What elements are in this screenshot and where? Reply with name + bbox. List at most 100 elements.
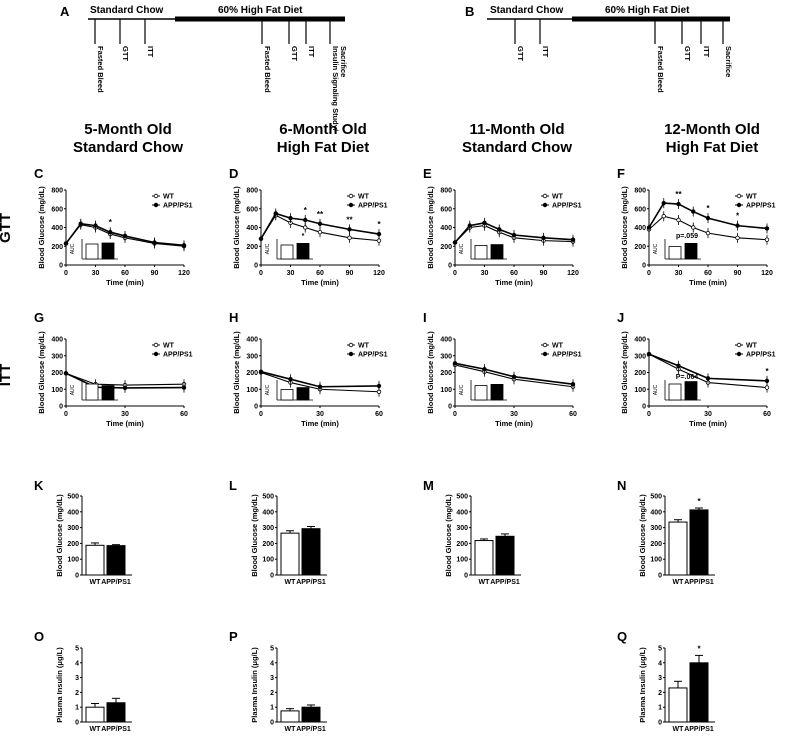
y-axis-label: Blood Glucose (mg/dL)	[620, 186, 629, 269]
y-tick-label: 300	[440, 353, 452, 360]
y-tick-label: 200	[634, 244, 646, 251]
timeline-event-label: ITT	[307, 46, 316, 58]
inset-bar-wt	[668, 383, 682, 401]
x-tick-label: 0	[647, 411, 651, 418]
panel-h: H 0 100 200 300 400 0 30 60 Time (min) Blood Gluco…	[229, 310, 388, 428]
x-axis-label: Time (min)	[495, 419, 533, 428]
row-label-gtt: GTT	[0, 213, 14, 243]
category-label: APP/PS1	[684, 726, 714, 733]
inset-y-label: AUC	[459, 384, 465, 395]
panel-c: C 0 200 400 600 800 0 30 60 90 120 Time (min) Blood …	[34, 166, 193, 287]
y-tick-label: 0	[642, 404, 646, 411]
y-tick-label: 0	[59, 263, 63, 270]
y-tick-label: 0	[448, 263, 452, 270]
data-point	[93, 223, 98, 228]
x-tick-label: 30	[316, 411, 324, 418]
timeline-a-events: Fasted Bleed GTT ITT Fasted Bleed GTT ITT Insu…	[94, 19, 348, 132]
panel-label: M	[423, 478, 434, 493]
column-2-line1: 6-Month Old	[279, 121, 366, 138]
data-point	[764, 226, 770, 231]
y-axis-label: Blood Glucose (mg/dL)	[232, 186, 241, 269]
y-tick-label: 500	[262, 494, 274, 501]
category-label: APP/PS1	[101, 726, 131, 733]
significance-mark: *	[304, 206, 308, 215]
y-tick-label: 200	[440, 244, 452, 251]
legend-marker	[542, 202, 548, 208]
legend-label: APP/PS1	[163, 203, 193, 210]
inset-bar-wt	[474, 385, 488, 401]
y-axis-label: Blood Glucose (mg/dL)	[620, 331, 629, 414]
timeline-event-label: GTT	[516, 46, 525, 61]
y-axis-label: Blood Glucose (mg/dL)	[55, 494, 64, 577]
y-axis-label: Plasma Insulin (μg/L)	[250, 647, 259, 723]
y-tick-label: 0	[464, 573, 468, 580]
legend-marker	[153, 202, 159, 208]
x-tick-label: 90	[346, 270, 354, 277]
inset-bar-app-ps1	[101, 385, 115, 401]
legend-marker	[348, 193, 354, 199]
inset-bar-app-ps1	[490, 383, 504, 401]
inset-bar-wt	[474, 244, 488, 260]
bar-wt	[85, 706, 105, 723]
legend-marker	[736, 202, 742, 208]
y-tick-label: 800	[440, 188, 452, 195]
legend-marker	[348, 351, 354, 357]
y-tick-label: 100	[440, 387, 452, 394]
legend-label: APP/PS1	[746, 352, 776, 359]
y-axis-label: Blood Glucose (mg/dL)	[37, 331, 46, 414]
row-label-itt: ITT	[0, 364, 14, 387]
y-tick-label: 400	[456, 509, 468, 516]
x-tick-label: 90	[734, 270, 742, 277]
data-point	[122, 385, 128, 391]
y-tick-label: 5	[75, 646, 79, 653]
legend-marker	[542, 193, 548, 199]
y-axis-label: Blood Glucose (mg/dL)	[444, 494, 453, 577]
x-tick-label: 60	[316, 270, 324, 277]
data-point	[691, 225, 696, 230]
y-tick-label: 100	[456, 557, 468, 564]
timeline-b-chow-label: Standard Chow	[490, 5, 564, 16]
y-tick-label: 300	[51, 353, 63, 360]
data-point	[273, 211, 278, 216]
x-tick-label: 30	[121, 411, 129, 418]
inset-y-label: AUC	[70, 384, 76, 395]
data-point	[764, 237, 770, 242]
legend-label: APP/PS1	[552, 352, 582, 359]
category-label: WT	[673, 726, 685, 733]
y-tick-label: 300	[634, 353, 646, 360]
y-tick-label: 800	[246, 188, 258, 195]
y-tick-label: 3	[658, 675, 662, 682]
series-line-app-ps1	[260, 370, 380, 388]
series-line-wt	[260, 371, 380, 393]
y-tick-label: 2	[75, 690, 79, 697]
category-label: WT	[285, 726, 297, 733]
x-tick-label: 60	[704, 270, 712, 277]
legend-marker	[153, 193, 159, 199]
legend-label: WT	[552, 343, 564, 350]
y-tick-label: 400	[51, 225, 63, 232]
significance-mark: *	[109, 218, 113, 227]
y-tick-label: 200	[246, 244, 258, 251]
timeline-event-label: Insulin Signaling Study/	[331, 46, 340, 132]
timeline-event-label: ITT	[541, 46, 550, 58]
x-axis-label: Time (min)	[495, 278, 533, 287]
inset-y-label: AUC	[653, 384, 659, 395]
x-tick-label: 60	[569, 411, 577, 418]
inset-y-label: AUC	[653, 243, 659, 254]
panel-e: E 0 200 400 600 800 0 30 60 90 120 Time (min) Blood …	[423, 166, 582, 287]
y-tick-label: 100	[262, 557, 274, 564]
y-tick-label: 400	[440, 337, 452, 344]
inset-annotation: p=.059	[676, 233, 698, 240]
data-point	[376, 231, 382, 237]
inset-bar-app-ps1	[684, 381, 698, 401]
legend-marker	[153, 351, 159, 357]
panel-label-b: B	[465, 4, 474, 19]
y-axis-label: Blood Glucose (mg/dL)	[426, 186, 435, 269]
data-point	[497, 227, 502, 232]
y-tick-label: 400	[634, 337, 646, 344]
y-tick-label: 5	[270, 646, 274, 653]
data-point	[452, 361, 458, 366]
legend-label: APP/PS1	[746, 203, 776, 210]
x-axis-label: Time (min)	[301, 278, 339, 287]
